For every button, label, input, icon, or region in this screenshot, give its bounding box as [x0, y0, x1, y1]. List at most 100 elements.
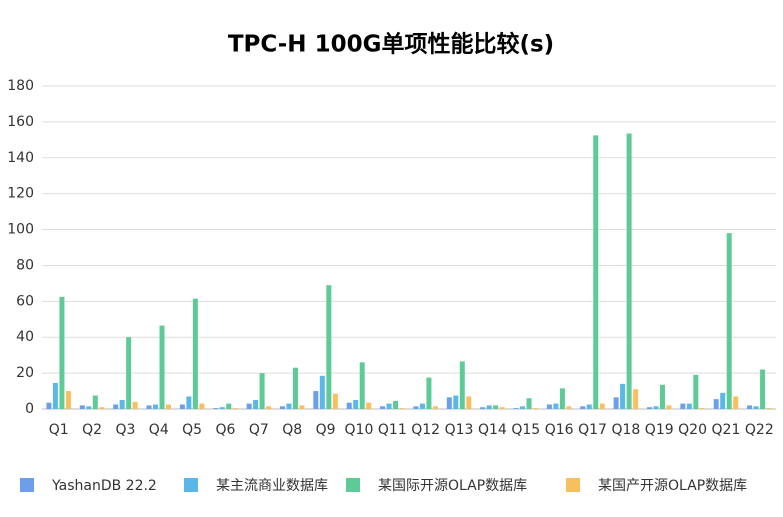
bar: [446, 397, 452, 409]
x-tick-label: Q6: [216, 422, 236, 438]
x-tick-label: Q13: [445, 422, 474, 438]
y-tick-label: 0: [25, 401, 34, 417]
chart-title: TPC-H 100G单项性能比较(s): [228, 31, 554, 58]
bar: [747, 405, 753, 409]
bar: [79, 405, 85, 409]
bar: [299, 405, 305, 409]
bar: [466, 396, 472, 409]
bar: [559, 388, 565, 409]
bar: [693, 374, 699, 409]
bar: [566, 406, 572, 409]
y-tick-label: 140: [7, 150, 34, 166]
legend-swatch: [20, 478, 34, 492]
x-tick-label: Q11: [378, 422, 407, 438]
bar: [413, 406, 419, 409]
x-tick-label: Q8: [282, 422, 302, 438]
x-tick-label: Q12: [411, 422, 440, 438]
bar: [620, 383, 626, 409]
y-tick-label: 40: [16, 329, 34, 345]
legend-swatch: [566, 478, 580, 492]
bar: [286, 403, 292, 409]
bar: [533, 408, 539, 409]
bar: [253, 400, 259, 409]
bar: [493, 405, 499, 409]
legend-label: YashanDB 22.2: [51, 478, 157, 494]
bar: [153, 404, 159, 409]
x-tick-label: Q20: [678, 422, 707, 438]
bar: [46, 402, 52, 409]
bar: [680, 403, 686, 409]
bar: [65, 391, 71, 409]
bar: [526, 398, 532, 409]
bar: [699, 408, 705, 409]
bar: [219, 407, 225, 409]
bar: [646, 407, 652, 409]
bar: [753, 406, 759, 409]
bar: [593, 135, 599, 409]
bar: [580, 406, 586, 409]
bar: [192, 298, 198, 409]
legend-swatch: [346, 478, 360, 492]
bar: [332, 393, 338, 409]
bar: [419, 403, 425, 409]
x-tick-label: Q9: [316, 422, 336, 438]
bar: [353, 400, 359, 409]
bar: [213, 408, 219, 409]
x-tick-label: Q21: [712, 422, 741, 438]
bar: [279, 406, 285, 409]
x-tick-label: Q3: [115, 422, 135, 438]
bar: [186, 396, 192, 409]
x-tick-label: Q18: [611, 422, 640, 438]
bar: [166, 404, 172, 409]
bar: [586, 404, 592, 409]
bar: [99, 407, 105, 409]
bar: [486, 405, 492, 409]
bar: [366, 402, 372, 409]
bar: [232, 408, 238, 409]
bar: [399, 408, 405, 409]
bar: [92, 395, 98, 409]
x-tick-label: Q1: [49, 422, 69, 438]
x-tick-label: Q15: [511, 422, 540, 438]
x-tick-label: Q22: [745, 422, 774, 438]
bar: [546, 404, 552, 409]
bar: [426, 377, 432, 409]
x-tick-label: Q16: [545, 422, 574, 438]
bar: [520, 406, 526, 409]
legend-label: 某国际开源OLAP数据库: [378, 478, 527, 494]
bar: [613, 397, 619, 409]
bar: [59, 296, 65, 409]
bar: [113, 404, 119, 409]
y-tick-label: 160: [7, 114, 34, 130]
bar: [86, 406, 92, 409]
x-tick-label: Q10: [345, 422, 374, 438]
bar: [659, 384, 665, 409]
bar: [713, 399, 719, 409]
legend-label: 某主流商业数据库: [216, 478, 328, 494]
bar: [386, 403, 392, 409]
bar: [480, 407, 486, 409]
bar: [319, 375, 325, 409]
y-tick-label: 80: [16, 257, 34, 273]
bar: [733, 396, 739, 409]
bar: [453, 395, 459, 409]
y-tick-label: 60: [16, 293, 34, 309]
bar: [52, 382, 58, 409]
x-tick-label: Q5: [182, 422, 202, 438]
bar: [313, 391, 319, 409]
bar: [266, 406, 272, 409]
bar: [633, 389, 639, 409]
bar: [653, 406, 659, 409]
y-tick-label: 20: [16, 365, 34, 381]
bar: [346, 402, 352, 409]
bar: [499, 407, 505, 409]
bar: [132, 401, 138, 409]
bar: [626, 133, 632, 409]
bar: [226, 403, 232, 409]
bar: [513, 408, 519, 409]
x-tick-label: Q7: [249, 422, 269, 438]
bar: [159, 325, 165, 409]
bar: [146, 405, 152, 409]
legend-swatch: [184, 478, 198, 492]
